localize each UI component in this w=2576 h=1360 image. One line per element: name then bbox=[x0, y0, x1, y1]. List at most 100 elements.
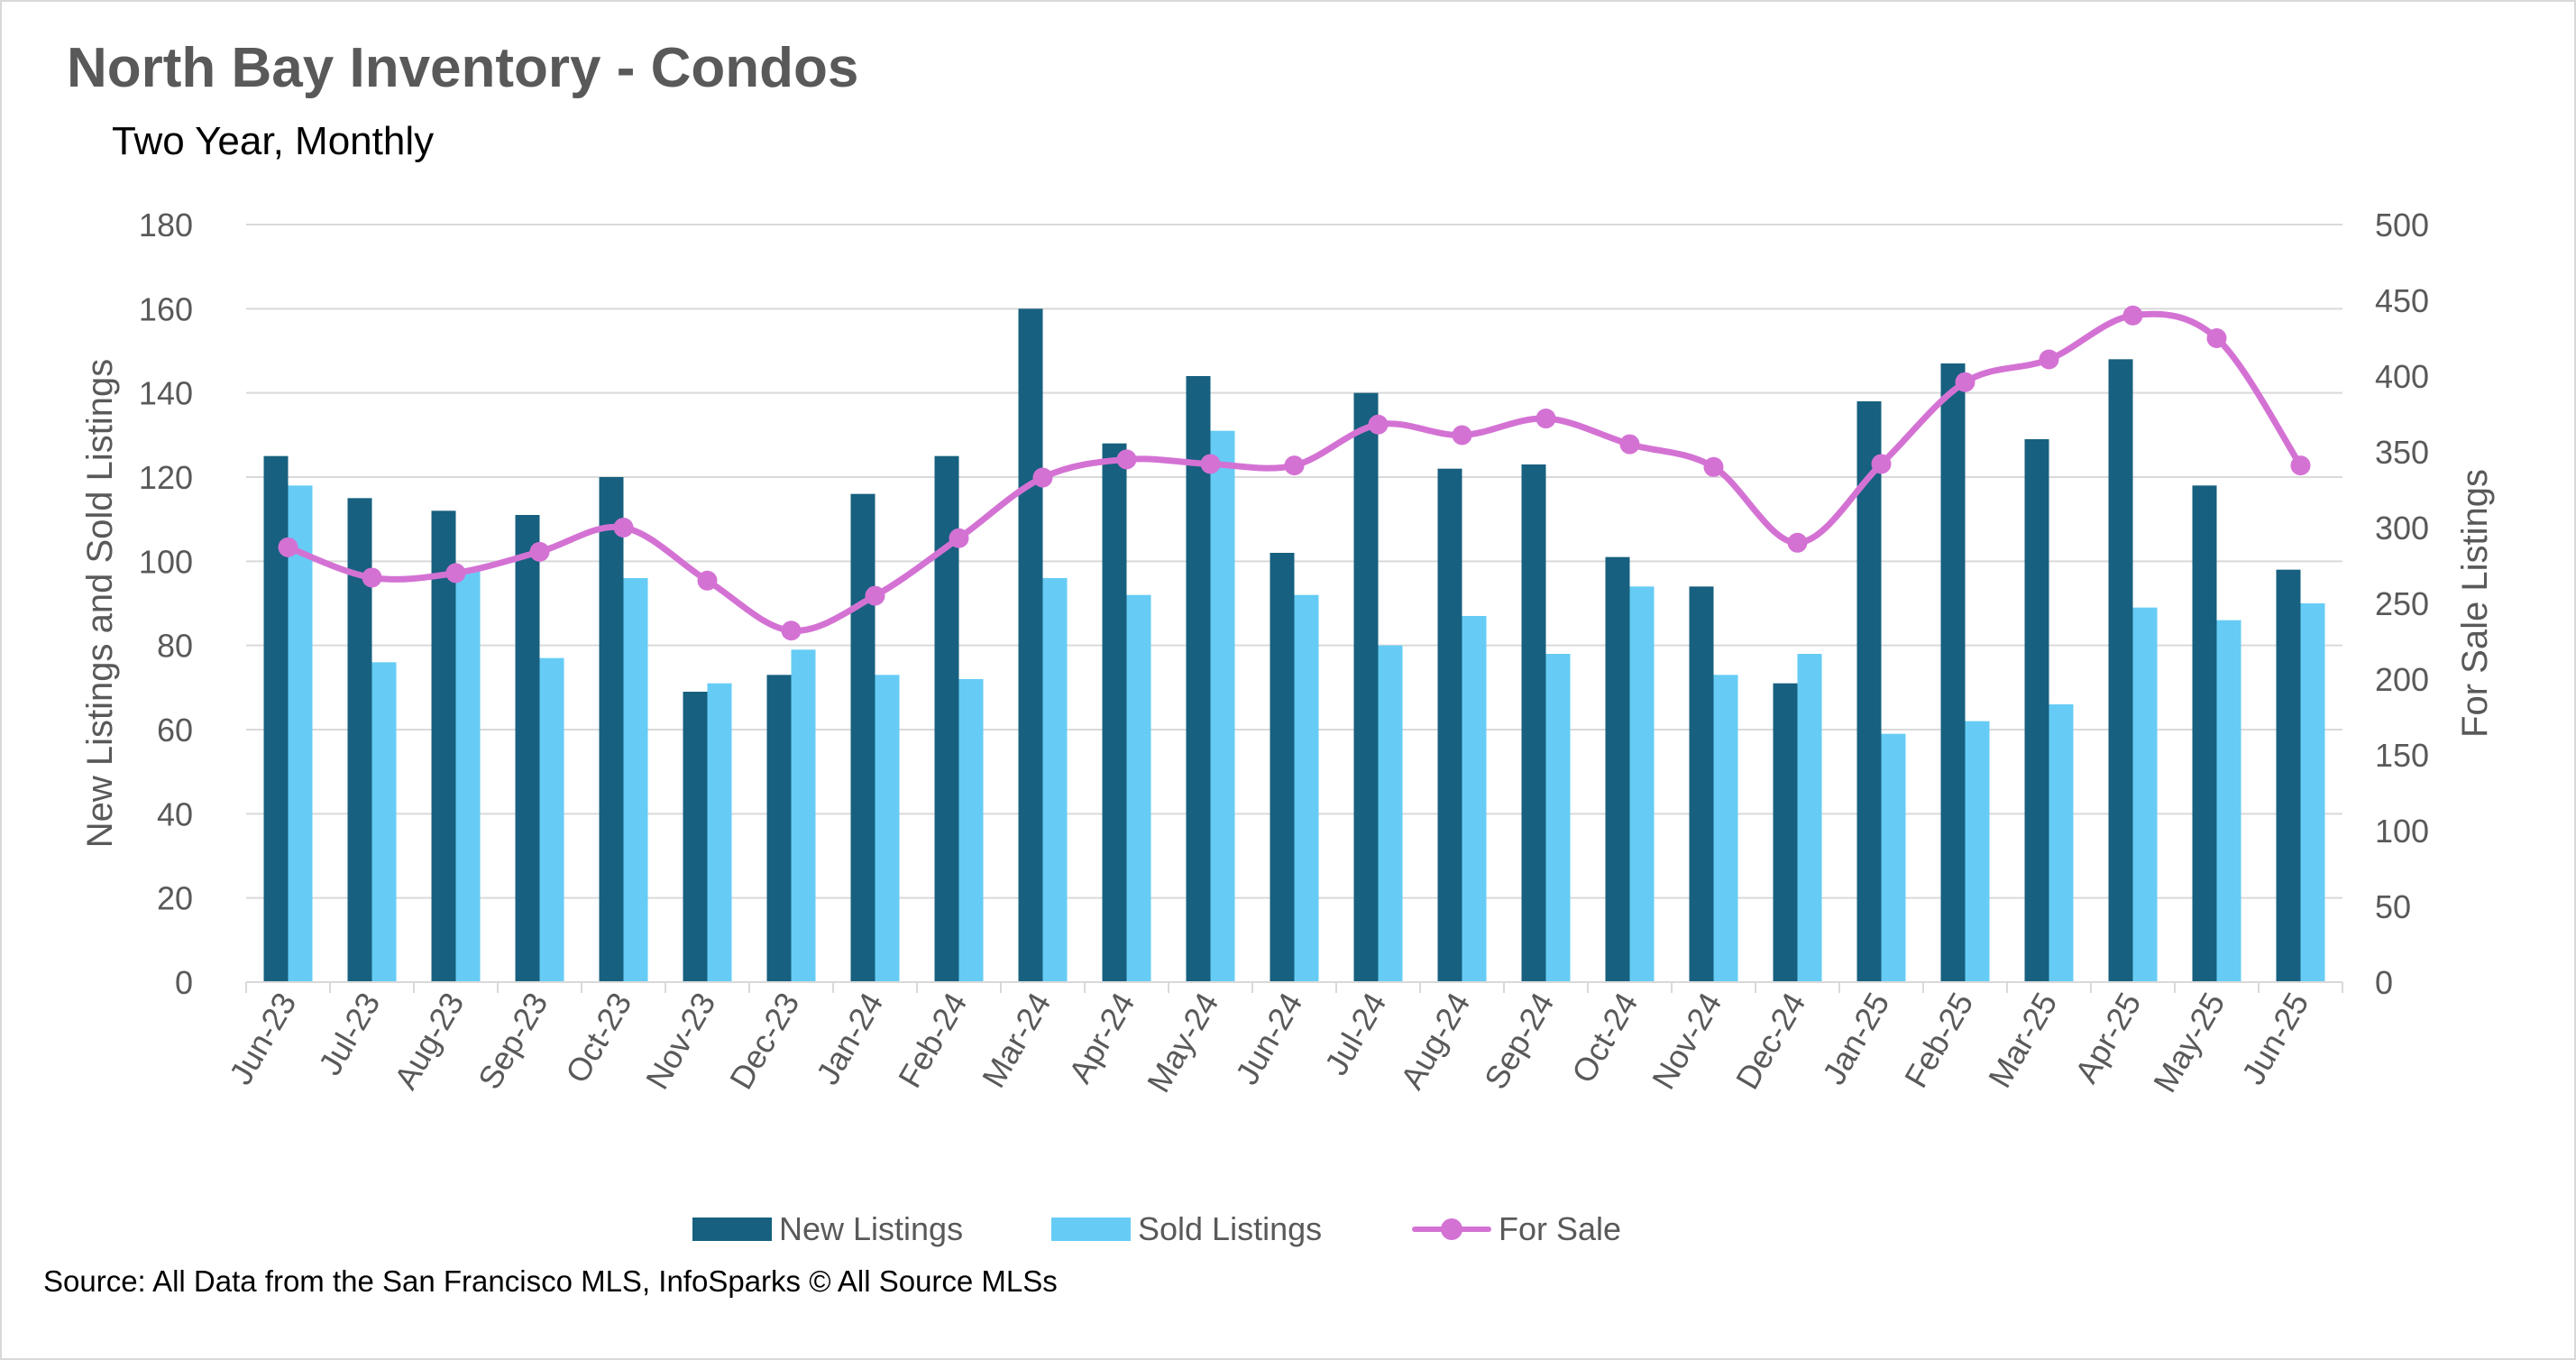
x-tick-label: Aug-23 bbox=[387, 987, 472, 1096]
legend-swatch-new-listings bbox=[692, 1218, 772, 1241]
bar-sold-listings bbox=[1545, 654, 1571, 982]
point-for-sale bbox=[278, 537, 298, 557]
bar-new-listings bbox=[1353, 392, 1379, 983]
legend-item-sold-listings: Sold Listings bbox=[1051, 1207, 1322, 1252]
bar-new-listings bbox=[1186, 376, 1211, 982]
point-for-sale bbox=[1284, 455, 1305, 476]
x-tick-label: May-24 bbox=[1140, 987, 1226, 1098]
y2-tick-label: 200 bbox=[2375, 661, 2429, 698]
legend-item-new-listings: New Listings bbox=[692, 1207, 963, 1252]
point-for-sale bbox=[1955, 372, 1976, 392]
legend-swatch-for-sale bbox=[1412, 1218, 1491, 1241]
bar-sold-listings bbox=[958, 679, 984, 982]
x-tick-label: Dec-23 bbox=[722, 987, 807, 1096]
y-tick-label: 80 bbox=[157, 628, 193, 665]
x-tick-label: Sep-23 bbox=[471, 987, 555, 1096]
y2-axis-title: For Sale Listings bbox=[2455, 469, 2495, 738]
bar-sold-listings bbox=[707, 683, 732, 982]
bar-new-listings bbox=[683, 692, 708, 982]
bar-new-listings bbox=[1437, 468, 1462, 982]
point-for-sale bbox=[445, 563, 466, 584]
point-for-sale bbox=[781, 620, 802, 641]
bar-new-listings bbox=[1270, 553, 1295, 982]
bar-sold-listings bbox=[539, 657, 564, 982]
bar-new-listings bbox=[1940, 363, 1966, 982]
y2-tick-label: 500 bbox=[2375, 207, 2429, 244]
point-for-sale bbox=[362, 567, 382, 588]
chart-legend: New Listings Sold Listings For Sale bbox=[0, 1207, 2576, 1252]
bar-sold-listings bbox=[288, 485, 313, 982]
bar-new-listings bbox=[2108, 359, 2133, 982]
y2-tick-label: 50 bbox=[2375, 888, 2411, 925]
x-tick-label: Oct-24 bbox=[1564, 987, 1646, 1089]
point-for-sale bbox=[529, 541, 550, 562]
bar-sold-listings bbox=[371, 662, 397, 982]
bar-new-listings bbox=[1521, 464, 1546, 982]
bar-sold-listings bbox=[1042, 578, 1068, 982]
bar-new-listings bbox=[766, 675, 792, 982]
y-tick-label: 0 bbox=[175, 964, 193, 1001]
bar-new-listings bbox=[515, 515, 540, 982]
bar-sold-listings bbox=[2216, 620, 2241, 982]
bar-new-listings bbox=[1018, 308, 1043, 982]
x-tick-label: Jan-25 bbox=[1815, 987, 1897, 1091]
x-tick-label: Jun-24 bbox=[1228, 987, 1310, 1091]
x-tick-label: Apr-24 bbox=[1061, 987, 1142, 1089]
x-tick-label: Feb-25 bbox=[1897, 987, 1981, 1094]
bar-new-listings bbox=[1856, 401, 1882, 982]
y-tick-label: 140 bbox=[139, 375, 193, 412]
point-for-sale bbox=[1116, 449, 1137, 470]
bar-sold-listings bbox=[1965, 721, 1990, 982]
point-for-sale bbox=[1787, 532, 1808, 553]
bar-sold-listings bbox=[2300, 603, 2325, 982]
point-for-sale bbox=[865, 585, 885, 606]
x-tick-label: Jul-23 bbox=[311, 987, 388, 1081]
point-for-sale bbox=[2290, 455, 2311, 476]
point-for-sale bbox=[1452, 425, 1472, 446]
y2-tick-label: 250 bbox=[2375, 585, 2429, 622]
bar-new-listings bbox=[2192, 485, 2217, 982]
point-for-sale bbox=[1200, 454, 1221, 474]
bar-sold-listings bbox=[623, 578, 648, 982]
point-for-sale bbox=[2206, 328, 2227, 348]
bar-sold-listings bbox=[791, 649, 816, 982]
legend-label-for-sale: For Sale bbox=[1499, 1210, 1622, 1247]
y-tick-label: 180 bbox=[139, 207, 193, 244]
legend-swatch-sold-listings bbox=[1051, 1218, 1131, 1241]
bar-sold-listings bbox=[2049, 704, 2074, 982]
point-for-sale bbox=[613, 518, 634, 538]
bar-new-listings bbox=[2024, 439, 2049, 982]
chart-subtitle: Two Year, Monthly bbox=[112, 119, 435, 163]
y2-tick-label: 450 bbox=[2375, 282, 2429, 319]
point-for-sale bbox=[949, 528, 969, 548]
bar-sold-listings bbox=[875, 675, 900, 982]
bar-sold-listings bbox=[1378, 645, 1403, 982]
chart-title: North Bay Inventory - Condos bbox=[67, 37, 859, 99]
x-tick-label: Feb-24 bbox=[891, 987, 975, 1094]
bar-new-listings bbox=[850, 493, 875, 982]
x-tick-label: May-25 bbox=[2146, 987, 2232, 1098]
x-tick-label: Apr-25 bbox=[2067, 987, 2149, 1089]
legend-label-sold-listings: Sold Listings bbox=[1138, 1210, 1323, 1247]
y-tick-label: 40 bbox=[157, 795, 193, 832]
bar-new-listings bbox=[599, 477, 624, 982]
bar-new-listings bbox=[431, 510, 456, 982]
y2-tick-label: 0 bbox=[2375, 964, 2393, 1001]
source-note: Source: All Data from the San Francisco … bbox=[43, 1264, 1058, 1298]
bar-new-listings bbox=[263, 455, 289, 983]
x-tick-label: Nov-23 bbox=[638, 987, 723, 1096]
x-tick-label: Jan-24 bbox=[809, 987, 891, 1091]
x-tick-label: Mar-25 bbox=[1981, 987, 2065, 1094]
bar-sold-listings bbox=[1210, 430, 1235, 983]
y-axis-title: New Listings and Sold Listings bbox=[80, 359, 120, 849]
point-for-sale bbox=[697, 570, 718, 591]
point-for-sale bbox=[2039, 349, 2059, 370]
point-for-sale bbox=[1871, 454, 1892, 474]
bar-sold-listings bbox=[1797, 654, 1822, 982]
legend-item-for-sale: For Sale bbox=[1412, 1207, 1621, 1252]
y-tick-label: 160 bbox=[139, 290, 193, 327]
bar-sold-listings bbox=[1881, 733, 1906, 982]
x-tick-label: Dec-24 bbox=[1728, 987, 1813, 1096]
y2-tick-label: 400 bbox=[2375, 358, 2429, 395]
